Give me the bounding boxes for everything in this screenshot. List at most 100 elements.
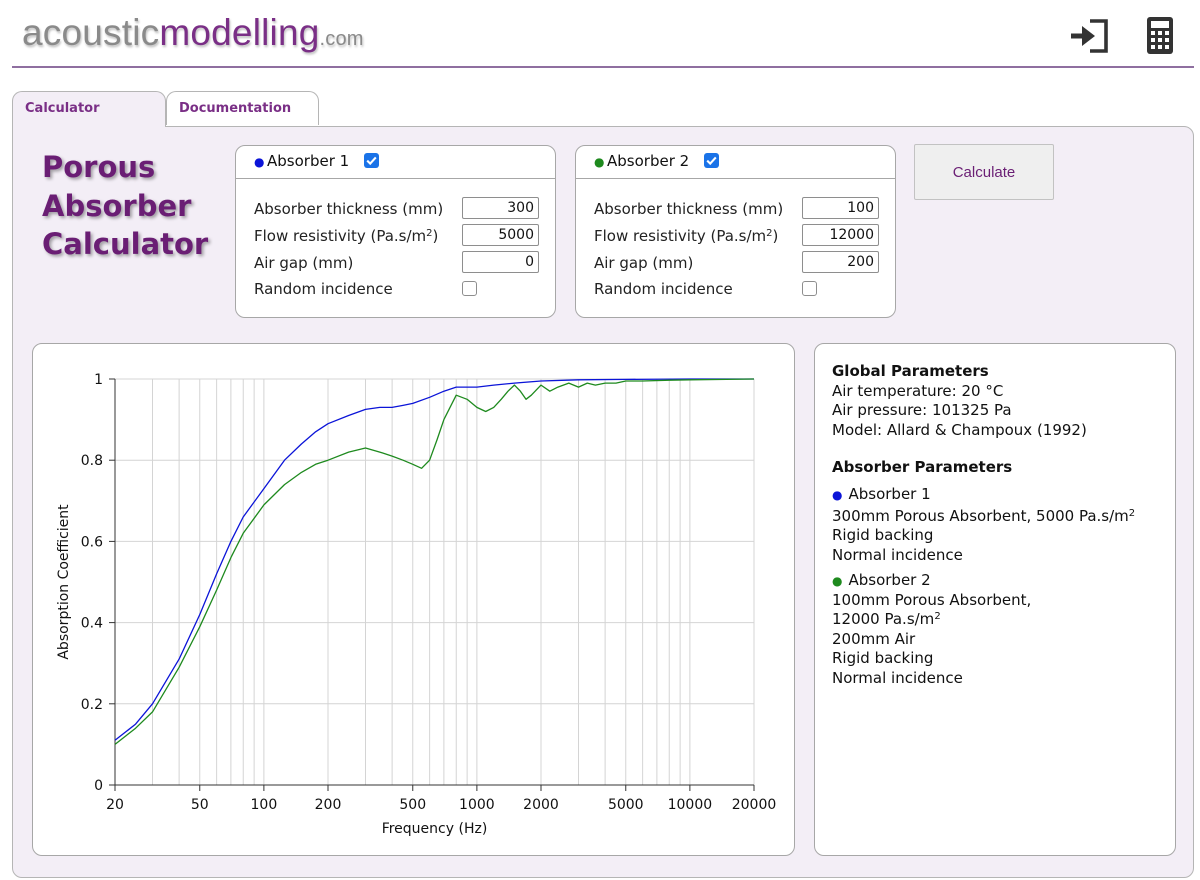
absorber1-dot-icon: ● [254,155,265,169]
absorber2-flow-label-text: Flow resistivity (Pa.s/m [594,227,767,245]
sign-in-icon[interactable] [1068,14,1112,58]
absorber1-header: ● Absorber 1 [236,146,555,179]
absorber2-thickness-label: Absorber thickness (mm) [594,200,784,218]
y-tick-label: 0.2 [81,697,103,713]
tab-calculator-label: Calculator [25,101,100,116]
model-text: Model: Allard & Champoux (1992) [832,420,1087,439]
absorber2-summary-line2: 12000 Pa.s/m2 [832,610,1031,630]
absorber2-title: Absorber 2 [607,152,690,170]
absorber1-summary-line1-sup: 2 [1128,507,1136,519]
absorber1-summary-line3: Normal incidence [832,545,963,564]
page-title-line3: Calculator [42,227,209,261]
absorber2-summary-line5: Normal incidence [832,668,963,687]
x-tick-label: 2000 [523,797,559,813]
calculate-button[interactable]: Calculate [914,144,1054,200]
air-pressure-text: Air pressure: 101325 Pa [832,401,1012,419]
parameters-panel: Global Parameters Air temperature: 20 °C… [814,343,1176,856]
y-tick-label: 0.8 [81,453,103,469]
absorber1-flow-label-close: ) [432,227,439,245]
x-tick-label: 1000 [459,797,495,813]
absorber1-flow-label: Flow resistivity (Pa.s/m2) [254,227,438,245]
absorber1-summary-line1: 300mm Porous Absorbent, 5000 Pa.s/m2 [832,507,1135,527]
absorber1-airgap-label: Air gap (mm) [254,254,354,272]
absorber2-airgap-label: Air gap (mm) [594,254,694,272]
absorber1-airgap-input[interactable] [462,251,539,273]
calculator-icon[interactable] [1138,14,1182,58]
x-tick-label: 50 [191,797,209,813]
absorber1-thickness-label: Absorber thickness (mm) [254,200,444,218]
absorber1-summary-dot-icon: ● [832,488,843,502]
absorber1-summary-line1-text: 300mm Porous Absorbent, 5000 Pa.s/m [832,506,1129,525]
absorber2-enabled-checkbox[interactable] [704,153,719,168]
absorber-parameters-heading: Absorber Parameters [832,458,1013,476]
global-parameters-heading: Global Parameters [832,362,989,380]
absorber1-flow-input[interactable] [462,224,539,246]
x-tick-label: 10000 [668,797,713,813]
absorber2-random-checkbox[interactable] [802,281,817,296]
tab-calculator[interactable]: Calculator [12,91,166,127]
absorber1-flow-label-text: Flow resistivity (Pa.s/m [254,227,427,245]
absorber1-summary-line2: Rigid backing [832,526,934,544]
site-logo[interactable]: acousticmodelling.com [22,12,364,54]
absorption-chart-svg: 0 0.2 0.4 0.6 0.8 1 20 50 100 200 500 1000 2000 5000 1… [56,372,777,837]
series-line-absorber1 [114,378,754,741]
absorber2-summary-line4: Rigid backing [832,649,934,667]
absorber2-summary-line1: 100mm Porous Absorbent, [832,590,1032,609]
series-line-absorber2 [114,378,755,745]
absorber2-panel: ● Absorber 2 Absorber thickness (mm) Flo… [575,145,896,318]
absorber2-summary-name: Absorber 2 [848,571,931,589]
absorber1-random-checkbox[interactable] [462,281,477,296]
x-tick-label: 100 [251,797,278,813]
absorber2-summary-line3: 200mm Air [832,629,916,648]
x-tick-label: 500 [399,797,426,813]
absorber2-summary-line2-sup: 2 [934,611,941,622]
x-tick-label: 20000 [732,797,777,813]
page-title: Porous Absorber Calculator [42,148,208,264]
absorber1-enabled-checkbox[interactable] [364,153,379,168]
absorber2-airgap-input[interactable] [802,251,879,273]
page-title-line1: Porous [42,150,156,184]
absorber2-flow-input[interactable] [802,224,879,246]
logo-text-accent: modelling [159,12,320,53]
absorber2-summary-dot-icon: ● [832,574,843,588]
x-axis-title: Frequency (Hz) [382,821,488,837]
absorber1-summary: ● Absorber 1 300mm Porous Absorbent, 5000… [832,485,1135,565]
y-tick-label: 0.4 [81,616,103,632]
absorber2-flow-label-sup: 2 [766,228,773,239]
absorber2-thickness-input[interactable] [802,197,879,219]
logo-text-main: acoustic [22,12,160,53]
y-tick-label: 0 [94,778,103,794]
x-tick-label: 20 [106,797,124,813]
x-tick-label: 200 [315,797,342,813]
absorber-parameters-heading-wrap: Absorber Parameters [832,458,1012,478]
header: acousticmodelling.com [0,0,1200,68]
absorber2-dot-icon: ● [594,155,605,169]
x-tick-label: 5000 [608,797,644,813]
absorber2-header: ● Absorber 2 [576,146,895,179]
absorber2-summary-title: ● Absorber 2 [832,571,1031,591]
absorber1-random-label: Random incidence [254,280,393,298]
y-tick-label: 0.6 [81,534,103,550]
absorber1-summary-name: Absorber 1 [848,485,931,503]
absorber1-summary-title: ● Absorber 1 [832,485,1135,505]
absorber2-flow-label: Flow resistivity (Pa.s/m2) [594,227,778,245]
absorption-chart: 0 0.2 0.4 0.6 0.8 1 20 50 100 200 500 1000 2000 5000 1… [32,343,795,856]
logo-text-tld: .com [319,28,364,50]
header-divider [12,66,1194,68]
y-axis-title: Absorption Coefficient [56,504,72,660]
tab-documentation-label: Documentation [179,101,292,116]
air-temperature-text: Air temperature: 20 °C [832,381,1004,400]
absorber1-title: Absorber 1 [267,152,350,170]
page-title-line2: Absorber [42,188,192,223]
absorber1-flow-label-sup: 2 [426,228,433,239]
absorber1-thickness-input[interactable] [462,197,539,219]
calculate-button-label: Calculate [952,163,1016,181]
absorber2-summary: ● Absorber 2 100mm Porous Absorbent, 1200… [832,571,1031,688]
absorber2-summary-line2-text: 12000 Pa.s/m [832,610,935,628]
absorber2-random-label: Random incidence [594,280,733,298]
y-tick-label: 1 [94,372,103,388]
absorber2-flow-label-close: ) [772,227,779,245]
tab-documentation[interactable]: Documentation [166,91,319,125]
absorber1-panel: ● Absorber 1 Absorber thickness (mm) Flo… [235,145,556,318]
global-parameters: Global Parameters Air temperature: 20 °C… [832,362,1087,440]
